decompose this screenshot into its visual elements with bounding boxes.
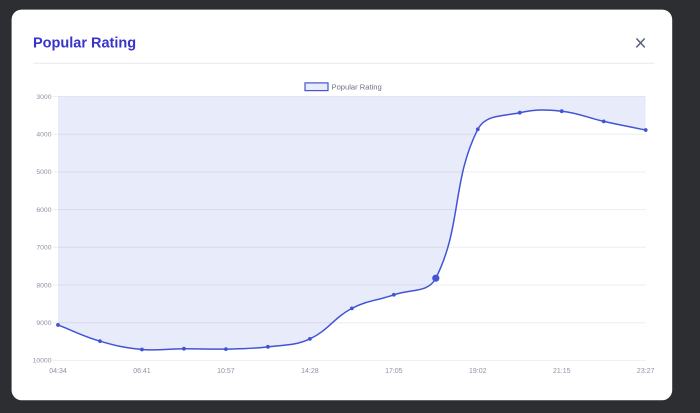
svg-text:10:57: 10:57 xyxy=(217,368,235,375)
svg-text:4000: 4000 xyxy=(36,132,51,139)
svg-text:23:27: 23:27 xyxy=(637,368,655,375)
svg-text:17:05: 17:05 xyxy=(385,368,403,375)
svg-text:04:34: 04:34 xyxy=(49,368,67,375)
svg-text:19:02: 19:02 xyxy=(469,368,487,375)
svg-text:3000: 3000 xyxy=(36,94,51,101)
svg-text:10000: 10000 xyxy=(33,358,52,365)
svg-text:06:41: 06:41 xyxy=(133,368,151,375)
svg-text:7000: 7000 xyxy=(36,245,51,252)
svg-text:Popular Rating: Popular Rating xyxy=(332,83,382,92)
svg-text:21:15: 21:15 xyxy=(553,368,571,375)
svg-text:14:28: 14:28 xyxy=(301,368,319,375)
svg-text:5000: 5000 xyxy=(36,169,51,176)
svg-text:8000: 8000 xyxy=(36,282,51,289)
svg-text:9000: 9000 xyxy=(36,320,51,327)
svg-text:Popular Rating: Popular Rating xyxy=(33,35,136,51)
svg-text:6000: 6000 xyxy=(36,207,51,214)
